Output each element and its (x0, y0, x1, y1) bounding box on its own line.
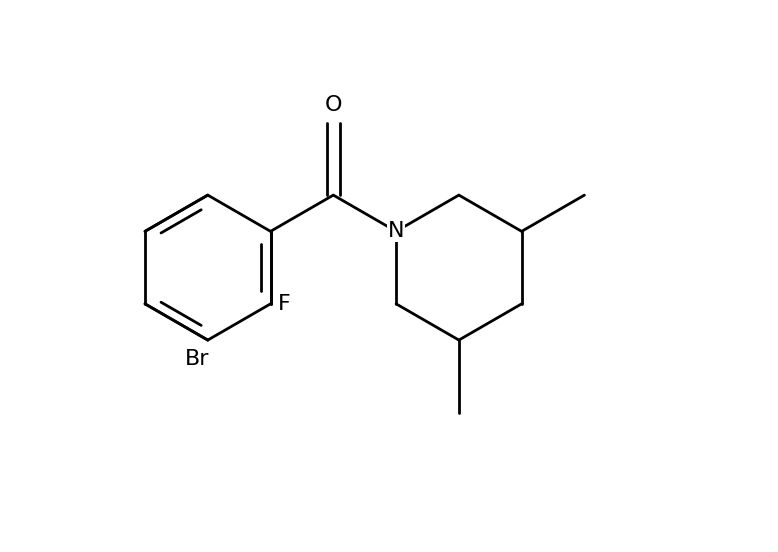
Text: O: O (324, 95, 342, 115)
Text: N: N (388, 221, 405, 241)
Text: F: F (278, 294, 290, 314)
Text: Br: Br (184, 349, 209, 369)
